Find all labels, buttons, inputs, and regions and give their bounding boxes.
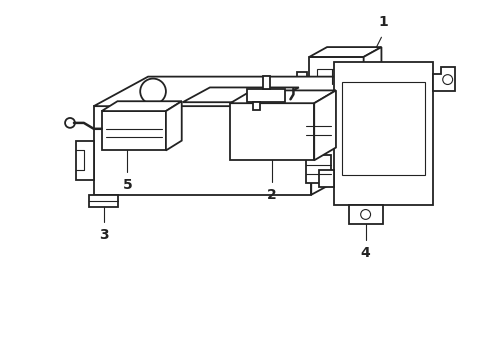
Polygon shape <box>314 90 336 160</box>
Polygon shape <box>334 62 433 204</box>
Polygon shape <box>230 90 336 103</box>
Circle shape <box>65 118 75 128</box>
Polygon shape <box>76 141 94 180</box>
Polygon shape <box>94 77 366 106</box>
Polygon shape <box>101 101 182 111</box>
Text: 5: 5 <box>122 178 132 192</box>
Polygon shape <box>433 67 455 91</box>
Bar <box>342 82 425 175</box>
Polygon shape <box>166 101 182 150</box>
Polygon shape <box>183 87 299 102</box>
Polygon shape <box>94 106 311 195</box>
Text: 3: 3 <box>99 228 108 242</box>
Circle shape <box>443 75 453 85</box>
Circle shape <box>140 78 166 104</box>
Polygon shape <box>309 47 381 57</box>
Polygon shape <box>364 47 381 91</box>
Polygon shape <box>230 103 314 160</box>
Polygon shape <box>311 77 366 195</box>
Polygon shape <box>89 195 119 207</box>
Circle shape <box>361 210 370 219</box>
Polygon shape <box>247 89 285 102</box>
Polygon shape <box>263 76 270 89</box>
Polygon shape <box>319 170 334 187</box>
Bar <box>306 156 331 183</box>
Bar <box>306 116 331 144</box>
Polygon shape <box>101 111 166 150</box>
Polygon shape <box>309 57 364 91</box>
Polygon shape <box>349 204 383 224</box>
Polygon shape <box>253 102 260 110</box>
Text: 2: 2 <box>268 188 277 202</box>
Text: 4: 4 <box>361 246 370 260</box>
Polygon shape <box>290 72 309 89</box>
Bar <box>317 69 347 84</box>
Text: 1: 1 <box>379 15 388 30</box>
